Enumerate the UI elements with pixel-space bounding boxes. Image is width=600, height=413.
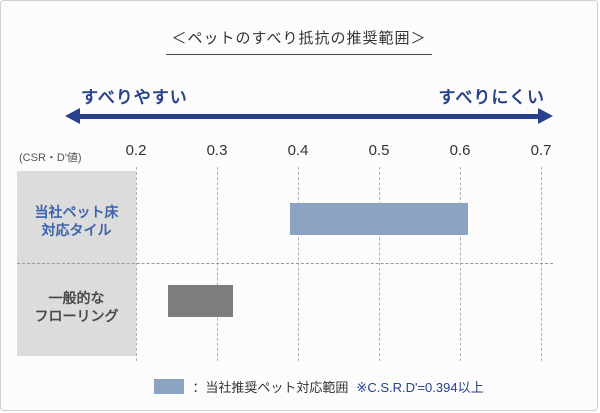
gridline [460, 167, 461, 361]
tick-label: 0.6 [449, 142, 471, 159]
gridline [136, 167, 137, 361]
page-title: ＜ペットのすべり抵抗の推奨範囲＞ [1, 27, 597, 55]
tick-label: 0.4 [287, 142, 309, 159]
gridline [541, 167, 542, 361]
gridline [298, 167, 299, 361]
gridline [379, 167, 380, 361]
arrow-line [75, 114, 543, 119]
tick-label: 0.3 [206, 142, 228, 159]
legend-swatch [154, 379, 185, 394]
tick-label: 0.2 [125, 142, 147, 159]
chart-title-text: ＜ペットのすべり抵抗の推奨範囲＞ [165, 27, 433, 55]
bar-pet-tile [289, 203, 469, 235]
slippery-hard-label: すべりにくい [438, 88, 545, 107]
double-arrow-icon [65, 108, 553, 124]
arrowhead-right-icon [538, 108, 553, 124]
arrowhead-left-icon [65, 108, 80, 124]
gridline [217, 167, 218, 361]
legend-label: ：当社推奨ペット対応範囲 [192, 380, 349, 395]
legend-note: ※C.S.R.D'=0.394以上 [356, 380, 484, 395]
row-divider [17, 263, 553, 264]
bar-flooring [168, 285, 234, 317]
row-label-pet-tile: 当社ペット床 対応タイル [34, 204, 119, 239]
tick-label: 0.5 [368, 142, 390, 159]
row-label-flooring: 一般的な フローリング [34, 290, 119, 325]
axis-unit-label: (CSR・D'値) [19, 152, 82, 164]
slippery-easy-label: すべりやすい [81, 88, 188, 107]
tick-label: 0.7 [530, 142, 552, 159]
legend: ：当社推奨ペット対応範囲 ※C.S.R.D'=0.394以上 [1, 377, 597, 396]
